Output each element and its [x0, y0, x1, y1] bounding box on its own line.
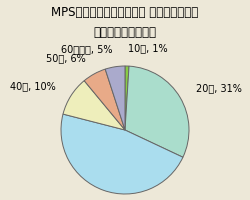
Wedge shape [125, 66, 189, 157]
Text: 50代, 6%: 50代, 6% [46, 53, 86, 63]
Text: 10代, 1%: 10代, 1% [128, 43, 167, 53]
Wedge shape [61, 114, 183, 194]
Wedge shape [84, 69, 125, 130]
Text: 回答者　年代構成比: 回答者 年代構成比 [94, 26, 156, 39]
Text: 40代, 10%: 40代, 10% [10, 81, 56, 91]
Text: 20代, 31%: 20代, 31% [196, 83, 242, 93]
Wedge shape [105, 66, 125, 130]
Text: MPSテストマーケティング アンケート調査: MPSテストマーケティング アンケート調査 [52, 6, 199, 19]
Wedge shape [63, 81, 125, 130]
Text: 60代以上, 5%: 60代以上, 5% [61, 44, 112, 54]
Wedge shape [125, 66, 129, 130]
